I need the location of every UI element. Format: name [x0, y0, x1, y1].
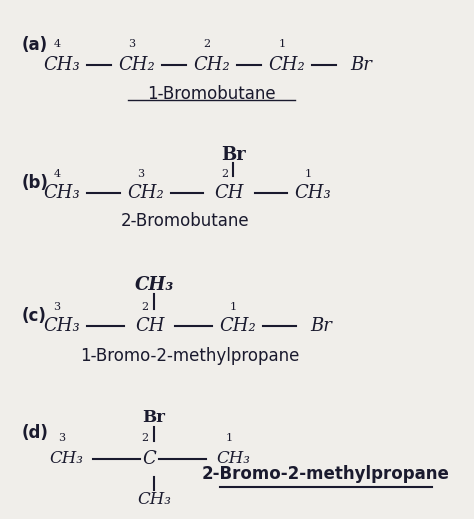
- Text: CH₃: CH₃: [137, 491, 171, 508]
- Text: CH₃: CH₃: [49, 450, 83, 467]
- Text: CH₃: CH₃: [294, 184, 331, 202]
- Text: (c): (c): [22, 307, 46, 325]
- Text: 1: 1: [226, 433, 233, 443]
- Text: CH₃: CH₃: [135, 276, 173, 294]
- Text: 1: 1: [278, 39, 285, 49]
- Text: CH₂: CH₂: [118, 57, 155, 74]
- Text: CH: CH: [135, 317, 164, 335]
- Text: 2-Bromo-2-methylpropane: 2-Bromo-2-methylpropane: [202, 465, 450, 483]
- Text: CH₃: CH₃: [43, 184, 80, 202]
- Text: (a): (a): [22, 36, 48, 54]
- Text: CH₂: CH₂: [127, 184, 164, 202]
- Text: C: C: [143, 449, 156, 468]
- Text: 2: 2: [142, 302, 149, 312]
- Text: 4: 4: [54, 169, 61, 179]
- Text: (b): (b): [22, 174, 49, 192]
- Text: 3: 3: [137, 169, 145, 179]
- Text: 1-Bromobutane: 1-Bromobutane: [147, 85, 276, 103]
- Text: 2: 2: [203, 39, 210, 49]
- Text: 1: 1: [305, 169, 312, 179]
- Text: 1: 1: [230, 302, 237, 312]
- Text: 3: 3: [128, 39, 136, 49]
- Text: 1-Bromo-2-methylpropane: 1-Bromo-2-methylpropane: [80, 347, 299, 364]
- Text: CH: CH: [214, 184, 244, 202]
- Text: CH₃: CH₃: [217, 450, 250, 467]
- Text: (d): (d): [22, 424, 49, 442]
- Text: 3: 3: [58, 433, 65, 443]
- Text: 2: 2: [142, 433, 149, 443]
- Text: 2: 2: [221, 169, 228, 179]
- Text: CH₂: CH₂: [193, 57, 230, 74]
- Text: CH₂: CH₂: [219, 317, 256, 335]
- Text: CH₂: CH₂: [268, 57, 305, 74]
- Text: Br: Br: [350, 57, 372, 74]
- Text: Br: Br: [143, 409, 165, 426]
- Text: CH₃: CH₃: [43, 57, 80, 74]
- Text: CH₃: CH₃: [43, 317, 80, 335]
- Text: Br: Br: [310, 317, 333, 335]
- Text: 2-Bromobutane: 2-Bromobutane: [120, 212, 249, 230]
- Text: Br: Br: [221, 146, 246, 164]
- Text: 4: 4: [54, 39, 61, 49]
- Text: 3: 3: [54, 302, 61, 312]
